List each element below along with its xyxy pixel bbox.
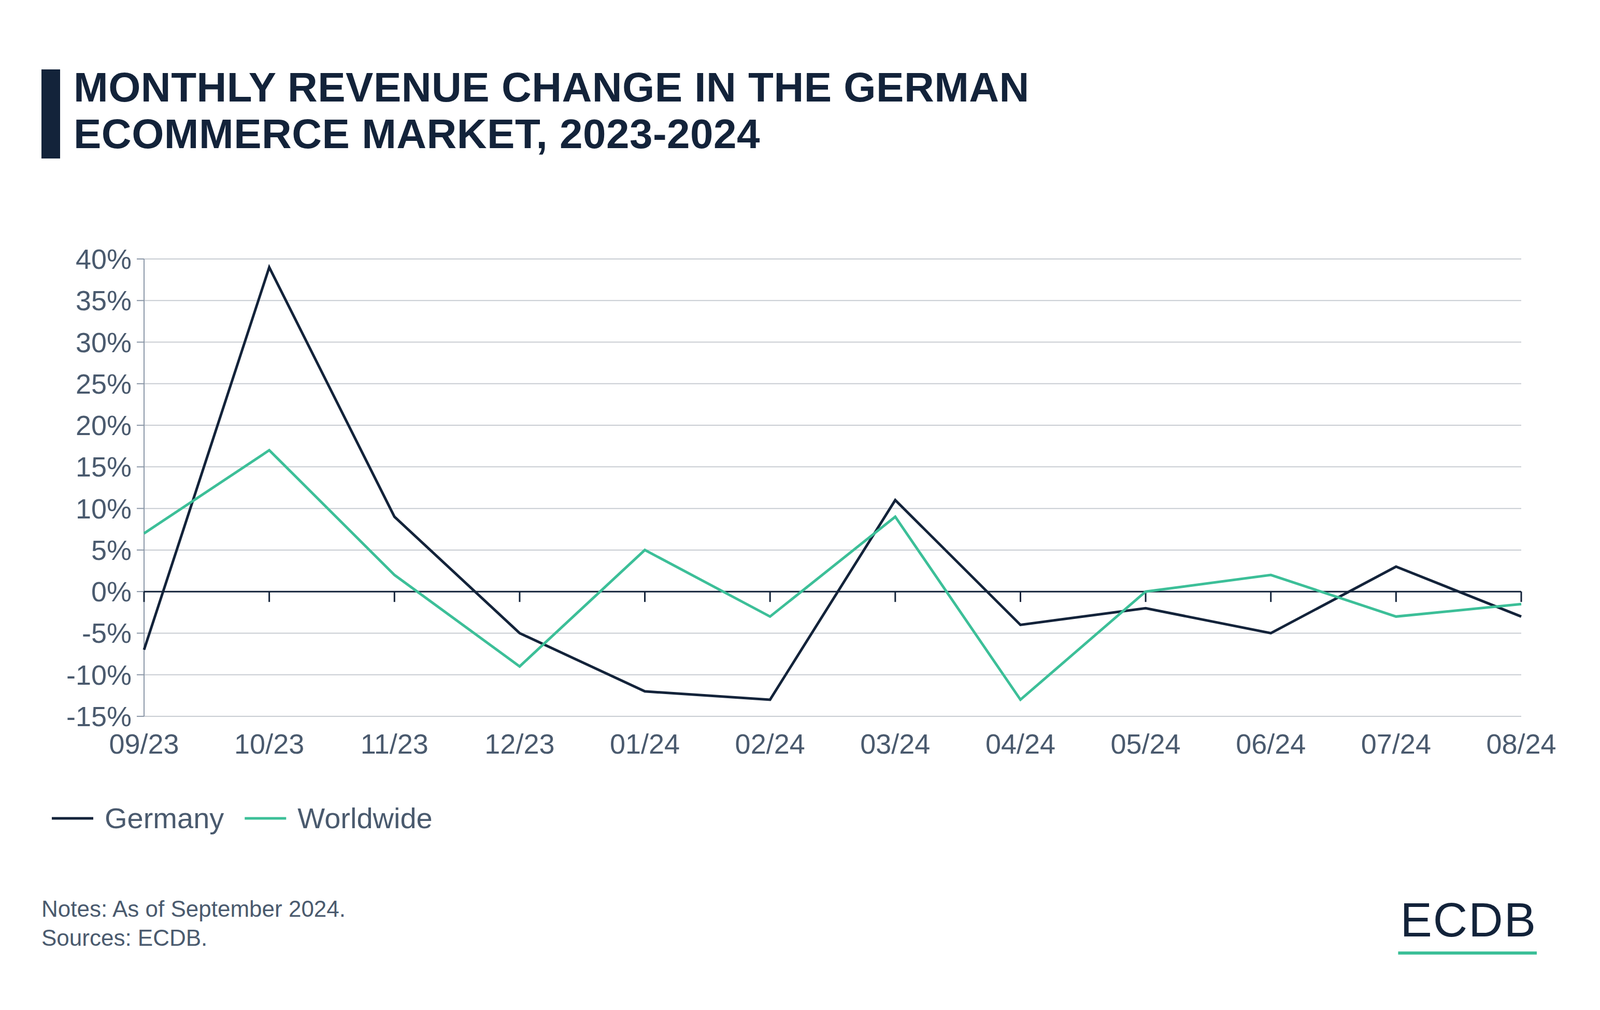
y-tick — [136, 383, 145, 385]
grid-line — [144, 632, 1522, 634]
x-tick-label: 07/24 — [1361, 728, 1432, 760]
x-tick-label: 02/24 — [735, 728, 806, 760]
source: Sources: ECDB. — [41, 925, 208, 951]
x-tick-label: 04/24 — [985, 728, 1056, 760]
grid-line — [144, 674, 1522, 676]
y-tick-label: -10% — [66, 659, 132, 691]
legend-swatch — [51, 817, 94, 821]
y-tick-label: 30% — [75, 326, 132, 359]
grid-line — [144, 341, 1522, 344]
x-tick-label: 06/24 — [1235, 728, 1306, 760]
y-tick — [136, 508, 145, 510]
logo: ECDB — [1400, 893, 1537, 947]
x-tick — [1269, 591, 1272, 603]
x-tick — [268, 591, 270, 603]
y-tick — [136, 716, 145, 718]
series-line — [144, 450, 1522, 700]
y-tick-label: 15% — [75, 451, 132, 483]
grid-line — [144, 716, 1522, 718]
x-tick-label: 12/23 — [484, 728, 555, 760]
y-tick-label: 20% — [75, 409, 132, 441]
y-tick-label: 5% — [91, 534, 132, 566]
logo-underline — [1397, 951, 1537, 955]
y-tick — [136, 674, 145, 676]
zero-line — [144, 591, 1522, 593]
x-tick — [518, 591, 521, 603]
y-tick — [136, 549, 145, 551]
x-tick — [1019, 591, 1022, 603]
x-tick-label: 11/23 — [360, 728, 429, 760]
y-tick-label: 10% — [75, 493, 132, 525]
grid-line — [144, 466, 1522, 468]
x-tick — [1520, 591, 1523, 603]
x-tick-label: 03/24 — [860, 728, 931, 760]
x-tick — [143, 591, 146, 603]
y-tick-label: -15% — [66, 701, 132, 733]
series-line — [144, 267, 1522, 700]
x-tick-label: 01/24 — [609, 728, 680, 760]
x-tick — [1395, 591, 1397, 603]
x-tick — [894, 591, 896, 603]
plot-lines — [144, 267, 1522, 700]
y-tick — [136, 341, 145, 344]
x-tick — [769, 591, 771, 603]
grid-line — [144, 300, 1522, 302]
grid-line — [144, 549, 1522, 551]
title: MONTHLY REVENUE CHANGE IN THE GERMAN ECO… — [73, 64, 1090, 158]
grid-line — [144, 383, 1522, 385]
y-tick — [136, 591, 145, 593]
title-bar — [41, 69, 61, 159]
y-tick-label: 35% — [75, 284, 132, 317]
x-tick — [393, 591, 396, 603]
notes: Notes: As of September 2024. — [41, 896, 346, 922]
y-tick-label: 0% — [91, 576, 132, 608]
x-tick-label: 08/24 — [1486, 728, 1556, 760]
x-tick — [644, 591, 646, 603]
y-tick — [136, 424, 145, 426]
x-tick-label: 05/24 — [1110, 728, 1181, 760]
chart: -15% -10% -5% 0% 5% 10% 15% 20% 25% 30% 35% 40% 09/2… — [0, 0, 1600, 1010]
y-tick — [136, 258, 145, 260]
x-tick-label: 09/23 — [108, 728, 179, 760]
grid-line — [144, 258, 1522, 260]
y-tick-label: 25% — [75, 368, 132, 400]
y-tick — [136, 632, 145, 634]
y-tick — [136, 300, 145, 302]
y-tick — [136, 466, 145, 468]
y-tick-label: -5% — [81, 617, 132, 649]
y-tick-label: 40% — [75, 243, 132, 275]
legend-label: Germany — [104, 802, 224, 835]
grid-line — [144, 508, 1522, 510]
x-tick-label: 10/23 — [234, 728, 305, 760]
legend-swatch — [244, 817, 287, 821]
grid-line — [144, 424, 1522, 426]
legend-label: Worldwide — [297, 802, 433, 835]
